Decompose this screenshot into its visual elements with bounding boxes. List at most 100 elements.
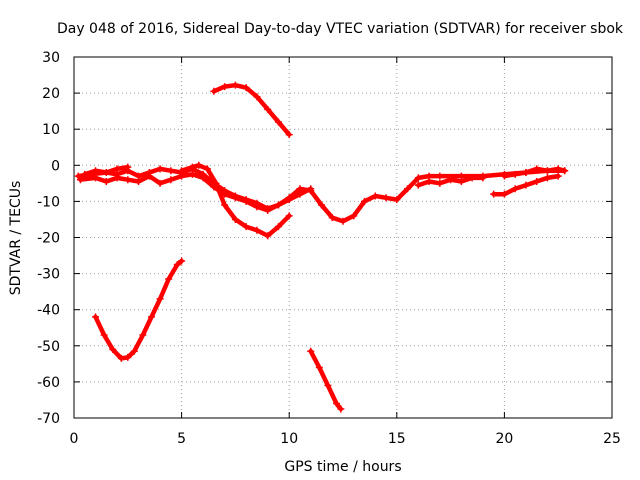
x-tick-label: 5 [177,431,186,447]
data-point [167,167,175,175]
data-point [156,165,164,173]
chart-title: Day 048 of 2016, Sidereal Day-to-day VTE… [57,21,624,37]
data-point [100,331,108,339]
data-point [522,169,530,177]
data-point [561,167,569,175]
series-line [93,258,184,361]
x-tick-label: 0 [70,431,79,447]
data-point [92,313,100,321]
y-tick-label: -20 [37,231,60,247]
data-point [511,185,519,193]
data-point [253,226,261,234]
data-point [242,197,250,205]
series-line [76,166,567,224]
data-point [274,201,282,209]
data-point [139,331,147,339]
data-point [221,83,229,91]
data-point [109,345,117,353]
x-tick-label: 10 [280,431,298,447]
data-point [328,214,336,222]
data-point [543,174,551,182]
x-tick-label: 15 [388,431,406,447]
data-point [264,206,272,214]
data-point [350,212,358,220]
data-point [436,179,444,187]
y-tick-label: -30 [37,267,60,283]
data-point [382,194,390,202]
y-axis-label: SDTVAR / TECUs [8,181,24,296]
data-point [468,174,476,182]
data-series [74,81,569,413]
data-point [124,176,132,184]
data-point [212,179,220,187]
y-tick-label: -60 [37,375,60,391]
data-point [414,181,422,189]
series-arc-6 [81,163,132,178]
data-point [337,405,345,413]
series-arc-8 [414,174,487,189]
data-point [333,400,341,408]
series-arc-1 [92,257,186,362]
data-point [102,178,110,186]
series-line [78,172,313,213]
data-point [76,176,84,184]
data-point [339,217,347,225]
data-point [221,201,229,209]
data-point [447,176,455,184]
data-point [231,81,239,89]
data-point [124,353,132,361]
data-point [102,169,110,177]
data-point [74,172,82,180]
data-point [113,174,121,182]
data-point [511,170,519,178]
data-point [124,163,132,171]
data-point [285,212,293,220]
series-line [211,82,292,137]
y-tick-label: -40 [37,303,60,319]
grid-lines [74,57,612,418]
data-point [533,165,541,173]
data-point [173,261,181,269]
data-point [199,174,207,182]
data-point [81,170,89,178]
data-point [307,185,315,193]
data-point [117,354,125,362]
data-point [500,190,508,198]
axis-ticks: 0 5 10 15 20 25 -70 -60 -50 -40 -30 -20 -10 0 10 20 30 [37,50,621,447]
data-point [361,197,369,205]
data-point [414,174,422,182]
x-axis-label: GPS time / hours [284,459,401,475]
data-point [156,179,164,187]
series-arc-2 [210,81,293,139]
y-tick-label: -50 [37,339,60,355]
data-point [285,131,293,139]
data-point [167,176,175,184]
data-point [145,172,153,180]
series-arc-7 [178,161,293,240]
data-point [156,295,164,303]
data-point [178,167,186,175]
data-point [324,382,332,390]
data-point [231,215,239,223]
data-point [203,165,211,173]
data-point [500,172,508,180]
data-point [188,170,196,178]
data-point [130,347,138,355]
y-tick-label: -10 [37,194,60,210]
data-point [231,194,239,202]
series-arc-3 [307,347,345,413]
y-tick-label: 0 [51,158,60,174]
y-tick-label: 20 [42,86,60,102]
data-point [457,178,465,186]
data-point [554,172,562,180]
x-tick-label: 20 [495,431,513,447]
data-point [274,118,282,126]
data-point [490,190,498,198]
data-point [264,105,272,113]
series-arc-9 [490,172,562,198]
data-point [253,203,261,211]
data-point [522,181,530,189]
x-tick-label: 25 [603,431,621,447]
series-arc-5 [76,170,315,214]
